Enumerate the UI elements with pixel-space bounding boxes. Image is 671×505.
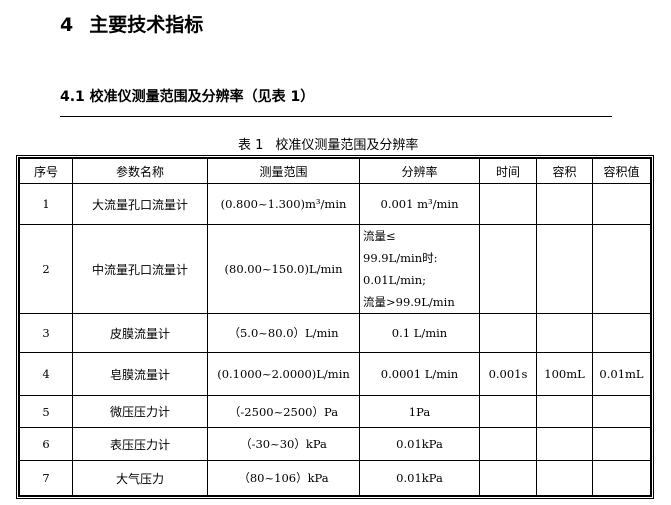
table-row: 2 中流量孔口流量计 (80.00~150.0)L/min 流量≤ 99.9L/… <box>19 224 651 314</box>
table-caption: 表 1 校准仪测量范围及分辨率 <box>238 138 419 153</box>
subsection-heading: 4.1 校准仪测量范围及分辨率（见表 1） <box>60 89 315 105</box>
spec-table: 序号 参数名称 测量范围 分辨率 时间 容积 容积值 1 大流量孔口流量计 (0… <box>16 155 654 499</box>
table-row: 1 大流量孔口流量计 (0.800~1.300)m³/min 0.001 m³/… <box>19 183 651 225</box>
table-row: 4 皂膜流量计 (0.1000~2.0000)L/min 0.0001 L/mi… <box>19 352 651 396</box>
header-cell: 时间 <box>479 158 537 184</box>
divider <box>60 116 612 117</box>
resolution-cell: 流量≤ 99.9L/min时: 0.01L/min; 流量>99.9L/min <box>359 224 480 314</box>
table-row: 3 皮膜流量计 （5.0~80.0）L/min 0.1 L/min <box>19 313 651 353</box>
header-cell: 容积 <box>536 158 593 184</box>
section-heading: 4 主要技术指标 <box>60 14 204 36</box>
header-cell: 分辨率 <box>359 158 480 184</box>
header-cell: 序号 <box>19 158 73 184</box>
table-header-row: 序号 参数名称 测量范围 分辨率 时间 容积 容积值 <box>19 158 651 184</box>
header-cell: 容积值 <box>592 158 651 184</box>
table-row: 5 微压压力计 （-2500~2500）Pa 1Pa <box>19 395 651 428</box>
header-cell: 测量范围 <box>207 158 360 184</box>
table-row: 7 大气压力 （80~106）kPa 0.01kPa <box>19 460 651 496</box>
table-row: 6 表压压力计 （-30~30）kPa 0.01kPa <box>19 427 651 461</box>
header-cell: 参数名称 <box>72 158 208 184</box>
